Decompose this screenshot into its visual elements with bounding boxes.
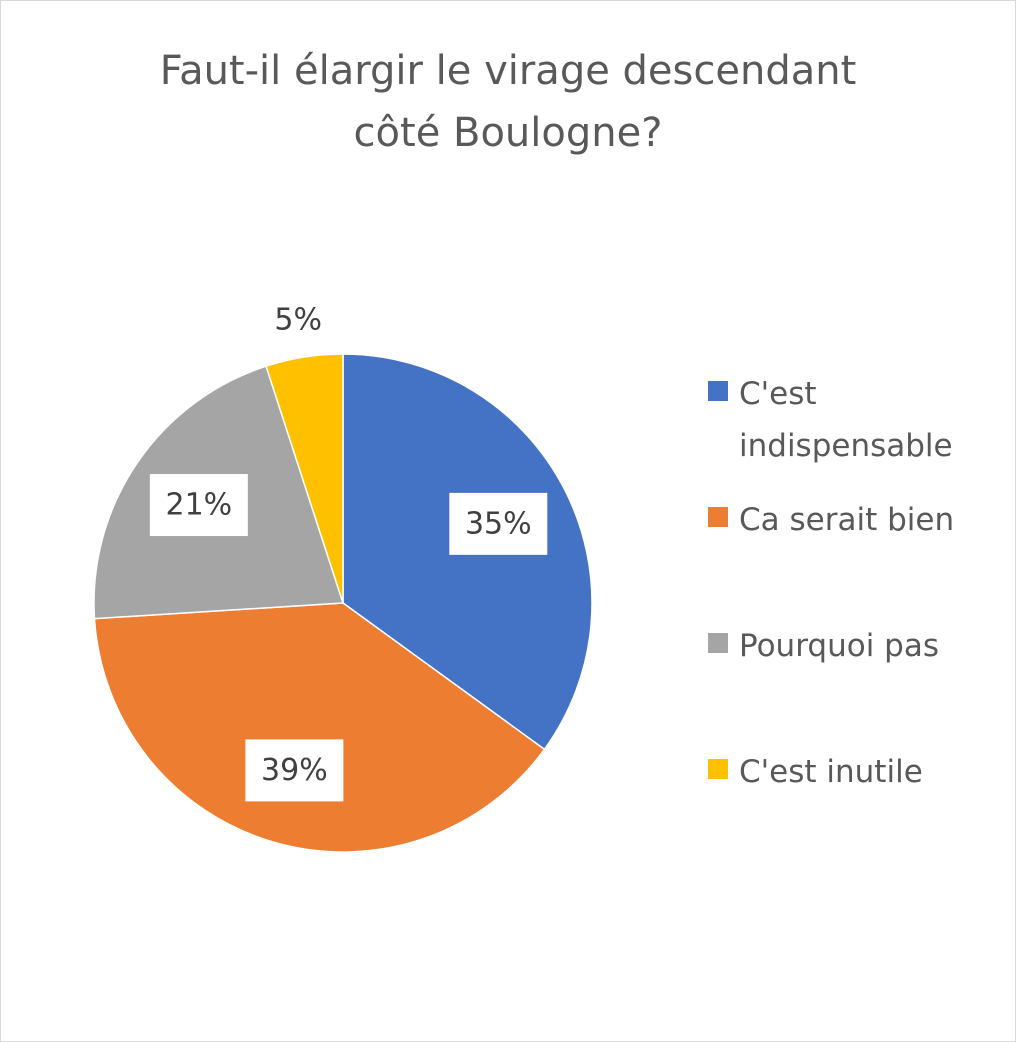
pie-slice-inutile xyxy=(265,353,344,604)
data-label-inutile: 5% xyxy=(274,303,322,338)
legend-label-inutile: C'est inutile xyxy=(739,754,923,790)
legend-swatch-serait-bien xyxy=(708,507,728,527)
data-label-pourquoi-pas: 21% xyxy=(149,474,248,537)
legend-label-pourquoi-pas: Pourquoi pas xyxy=(739,628,939,664)
chart-title: Faut-il élargir le virage descendant côt… xyxy=(0,40,1016,164)
data-label-box-serait-bien xyxy=(245,739,344,802)
chart-title-line-1: Faut-il élargir le virage descendant xyxy=(159,48,857,94)
data-label-box-indispensable xyxy=(449,492,548,555)
data-label-indispensable: 35% xyxy=(449,492,548,555)
data-labels: 35% 39% 21% 5% xyxy=(149,303,548,802)
chart-title-line-2: côté Boulogne? xyxy=(353,110,663,156)
legend-swatch-pourquoi-pas xyxy=(708,633,728,653)
legend-swatch-inutile xyxy=(708,759,728,779)
data-label-text-inutile: 5% xyxy=(274,303,322,338)
pie-slice-serait-bien xyxy=(93,602,546,853)
data-label-text-serait-bien: 39% xyxy=(261,753,328,788)
pie-slices xyxy=(93,353,593,853)
legend-swatch-indispensable xyxy=(708,381,728,401)
legend-label-indispensable: C'est indispensable xyxy=(739,376,953,464)
data-label-serait-bien: 39% xyxy=(245,739,344,802)
data-label-box-pourquoi-pas xyxy=(149,474,248,537)
data-label-text-pourquoi-pas: 21% xyxy=(165,488,232,523)
legend-label-serait-bien: Ca serait bien xyxy=(739,502,955,538)
data-label-text-indispensable: 35% xyxy=(465,506,532,541)
